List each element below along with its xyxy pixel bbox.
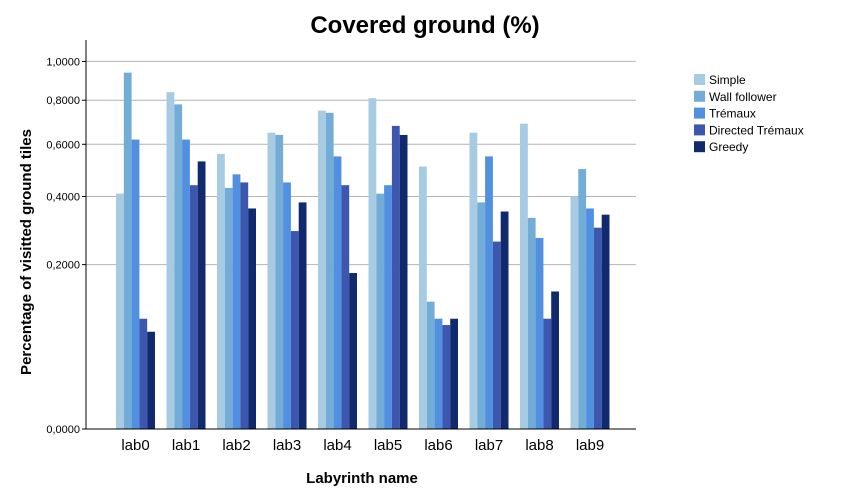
x-tick-label: lab2 bbox=[222, 437, 250, 454]
y-axis-title: Percentage of visitted ground tiles bbox=[18, 129, 35, 375]
legend-label: Wall follower bbox=[709, 90, 777, 104]
bar-lab8-0 bbox=[520, 123, 528, 430]
bar-lab7-2 bbox=[485, 156, 493, 429]
bar-lab9-3 bbox=[593, 227, 602, 429]
x-tick-label: lab9 bbox=[576, 437, 604, 454]
y-tick-label: 1,0000 bbox=[46, 56, 80, 68]
bar-lab4-3 bbox=[341, 185, 350, 429]
bar-lab0-2 bbox=[131, 139, 140, 429]
bar-lab2-0 bbox=[217, 153, 225, 429]
legend-swatch bbox=[694, 90, 705, 102]
bar-lab2-3 bbox=[240, 182, 249, 429]
legend: Simple Wall follower Trémaux Directed Tréma… bbox=[694, 73, 804, 154]
bar-lab3-3 bbox=[290, 231, 299, 429]
x-tick-label: lab8 bbox=[525, 437, 553, 454]
y-tick-label: 0,6000 bbox=[46, 139, 80, 151]
bar-lab9-0 bbox=[570, 196, 579, 429]
bar-lab5-1 bbox=[376, 193, 385, 429]
x-tick-label: lab4 bbox=[323, 437, 351, 454]
legend-label: Greedy bbox=[709, 140, 748, 154]
bar-lab1-1 bbox=[174, 104, 183, 430]
y-tick-label: 0,2000 bbox=[46, 260, 80, 272]
x-tick-label: lab3 bbox=[273, 437, 301, 454]
bar-lab3-2 bbox=[283, 182, 291, 429]
bar-lab3-1 bbox=[275, 134, 284, 429]
bar-lab5-4 bbox=[399, 134, 408, 429]
bar-lab8-3 bbox=[543, 318, 552, 429]
bar-lab8-4 bbox=[551, 291, 559, 429]
y-tick-label: 0,8000 bbox=[46, 95, 80, 107]
bar-lab3-4 bbox=[298, 202, 307, 429]
bar-lab7-4 bbox=[500, 211, 509, 429]
bar-lab6-0 bbox=[419, 166, 427, 429]
bar-lab8-1 bbox=[527, 217, 536, 429]
bar-lab4-2 bbox=[333, 156, 342, 429]
y-tick-label: 0,4000 bbox=[46, 192, 80, 204]
bars bbox=[116, 72, 610, 430]
bar-lab9-4 bbox=[601, 214, 610, 429]
x-tick-label: lab5 bbox=[374, 437, 402, 454]
x-tick-label: lab1 bbox=[172, 437, 200, 454]
bar-lab0-1 bbox=[123, 72, 132, 429]
bar-lab6-1 bbox=[426, 301, 435, 429]
bar-lab0-3 bbox=[139, 318, 148, 429]
bar-lab7-0 bbox=[469, 132, 478, 429]
legend-label: Directed Trémaux bbox=[709, 123, 804, 137]
bar-lab9-1 bbox=[578, 169, 587, 429]
bar-lab2-2 bbox=[232, 174, 241, 429]
legend-label: Simple bbox=[709, 73, 746, 87]
legend-swatch bbox=[694, 141, 705, 153]
x-axis-title: Labyrinth name bbox=[306, 470, 418, 487]
y-tick-label: 0,0000 bbox=[46, 424, 80, 436]
axes: 0,0000 0,2000 0,4000 0,6000 0,8000 1,0000 lab0… bbox=[46, 40, 636, 454]
bar-lab1-0 bbox=[166, 92, 175, 430]
bar-lab7-3 bbox=[492, 241, 501, 429]
bar-lab1-2 bbox=[182, 139, 190, 429]
bar-lab6-3 bbox=[442, 325, 451, 429]
legend-swatch bbox=[694, 107, 705, 119]
bar-lab1-3 bbox=[189, 185, 198, 429]
bar-lab5-2 bbox=[384, 185, 392, 429]
bar-lab4-4 bbox=[349, 273, 357, 429]
bar-lab0-4 bbox=[147, 331, 155, 429]
legend-swatch bbox=[694, 124, 705, 136]
bar-lab7-1 bbox=[477, 202, 486, 429]
bar-lab1-4 bbox=[197, 161, 206, 429]
legend-swatch bbox=[694, 74, 705, 85]
legend-label: Trémaux bbox=[709, 107, 756, 121]
bar-lab4-1 bbox=[325, 112, 334, 430]
bar-lab5-3 bbox=[391, 125, 400, 429]
x-tick-label: lab6 bbox=[424, 437, 452, 454]
bar-lab9-2 bbox=[586, 208, 594, 429]
bar-lab4-0 bbox=[318, 110, 326, 430]
bar-lab6-2 bbox=[434, 318, 443, 429]
bar-lab0-0 bbox=[116, 193, 124, 429]
bar-lab6-4 bbox=[450, 318, 458, 429]
bar-lab8-2 bbox=[535, 238, 544, 429]
chart-title: Covered ground (%) bbox=[310, 12, 539, 39]
bar-lab2-4 bbox=[248, 208, 256, 429]
x-tick-label: lab0 bbox=[121, 437, 149, 454]
bar-lab3-0 bbox=[267, 132, 276, 429]
x-tick-label: lab7 bbox=[475, 437, 503, 454]
bar-lab5-0 bbox=[368, 98, 377, 429]
bar-lab2-1 bbox=[224, 187, 233, 429]
